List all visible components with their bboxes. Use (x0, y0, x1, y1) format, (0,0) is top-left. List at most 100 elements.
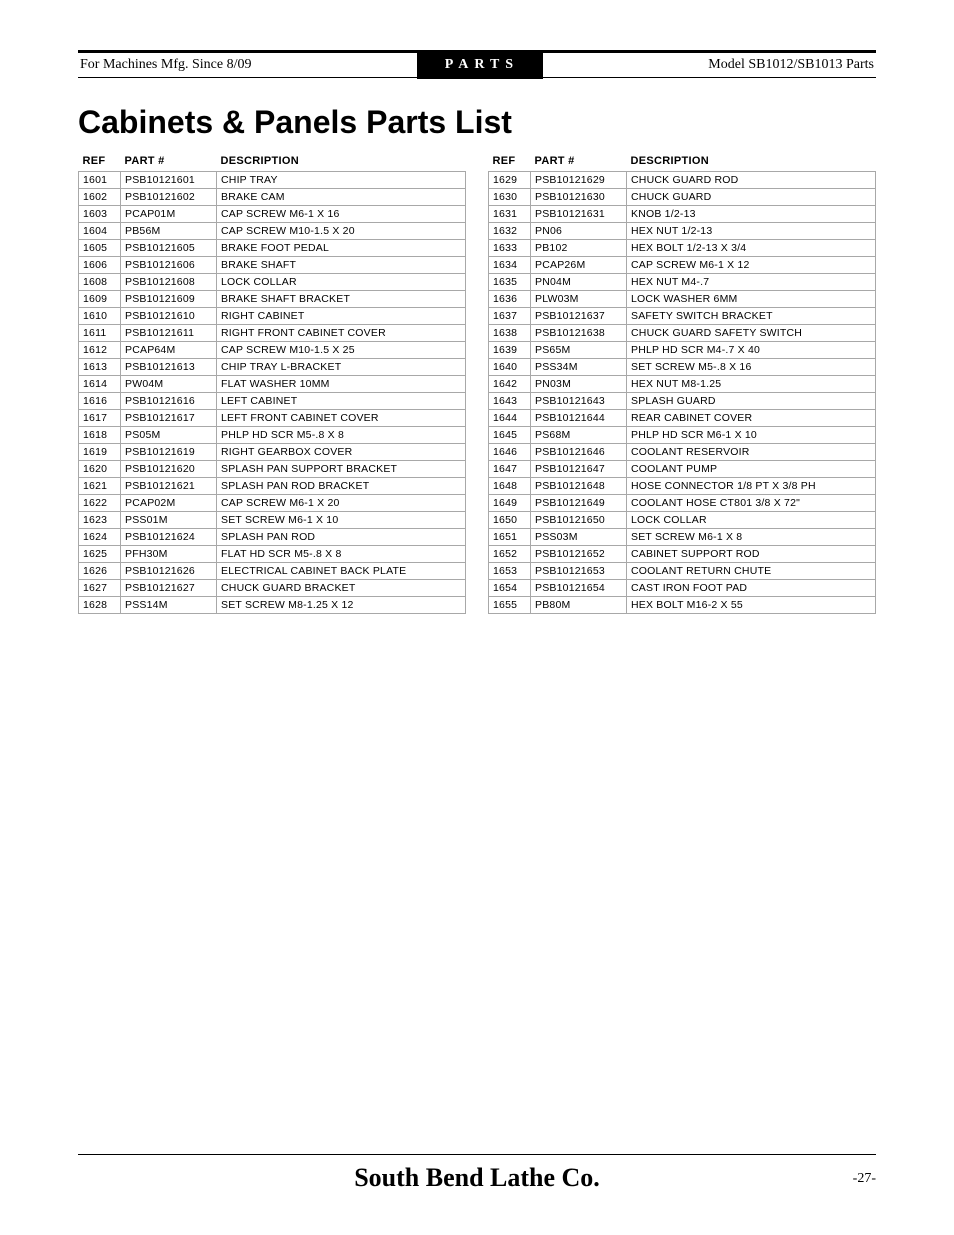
cell-ref: 1632 (489, 223, 531, 240)
col-desc: DESCRIPTION (627, 151, 876, 172)
cell-ref: 1620 (79, 461, 121, 478)
cell-desc: RIGHT GEARBOX COVER (217, 444, 466, 461)
cell-ref: 1635 (489, 274, 531, 291)
parts-table-right: REF PART # DESCRIPTION 1629PSB10121629CH… (488, 151, 876, 614)
col-ref: REF (79, 151, 121, 172)
page-number: -27- (853, 1171, 876, 1187)
cell-ref: 1610 (79, 308, 121, 325)
cell-ref: 1649 (489, 495, 531, 512)
cell-desc: HEX NUT 1/2-13 (627, 223, 876, 240)
cell-ref: 1643 (489, 393, 531, 410)
table-row: 1640PSS34MSET SCREW M5-.8 X 16 (489, 359, 876, 376)
table-row: 1610PSB10121610RIGHT CABINET (79, 308, 466, 325)
cell-desc: PHLP HD SCR M4-.7 X 40 (627, 342, 876, 359)
cell-ref: 1631 (489, 206, 531, 223)
cell-desc: HOSE CONNECTOR 1/8 PT X 3/8 PH (627, 478, 876, 495)
cell-ref: 1618 (79, 427, 121, 444)
cell-ref: 1640 (489, 359, 531, 376)
cell-ref: 1624 (79, 529, 121, 546)
table-row: 1632PN06HEX NUT 1/2-13 (489, 223, 876, 240)
cell-part: PSS01M (121, 512, 217, 529)
cell-desc: SPLASH GUARD (627, 393, 876, 410)
cell-ref: 1634 (489, 257, 531, 274)
cell-desc: RIGHT FRONT CABINET COVER (217, 325, 466, 342)
cell-ref: 1654 (489, 580, 531, 597)
cell-ref: 1633 (489, 240, 531, 257)
table-row: 1619PSB10121619RIGHT GEARBOX COVER (79, 444, 466, 461)
cell-desc: REAR CABINET COVER (627, 410, 876, 427)
table-row: 1636PLW03MLOCK WASHER 6MM (489, 291, 876, 308)
table-row: 1648PSB10121648HOSE CONNECTOR 1/8 PT X 3… (489, 478, 876, 495)
cell-ref: 1645 (489, 427, 531, 444)
table-row: 1653PSB10121653COOLANT RETURN CHUTE (489, 563, 876, 580)
cell-desc: BRAKE SHAFT BRACKET (217, 291, 466, 308)
table-row: 1638PSB10121638CHUCK GUARD SAFETY SWITCH (489, 325, 876, 342)
cell-desc: COOLANT RESERVOIR (627, 444, 876, 461)
cell-ref: 1602 (79, 189, 121, 206)
cell-ref: 1639 (489, 342, 531, 359)
cell-part: PSB10121650 (531, 512, 627, 529)
cell-ref: 1652 (489, 546, 531, 563)
cell-desc: CHUCK GUARD ROD (627, 172, 876, 189)
cell-ref: 1636 (489, 291, 531, 308)
cell-part: PCAP64M (121, 342, 217, 359)
cell-ref: 1629 (489, 172, 531, 189)
table-row: 1601PSB10121601CHIP TRAY (79, 172, 466, 189)
cell-part: PSB10121606 (121, 257, 217, 274)
cell-ref: 1626 (79, 563, 121, 580)
page-title: Cabinets & Panels Parts List (78, 104, 876, 141)
cell-ref: 1614 (79, 376, 121, 393)
table-row: 1643PSB10121643SPLASH GUARD (489, 393, 876, 410)
cell-desc: RIGHT CABINET (217, 308, 466, 325)
cell-part: PSB10121649 (531, 495, 627, 512)
cell-part: PSB10121608 (121, 274, 217, 291)
cell-part: PSB10121626 (121, 563, 217, 580)
cell-part: PSB10121644 (531, 410, 627, 427)
cell-desc: CAP SCREW M10-1.5 X 25 (217, 342, 466, 359)
cell-part: PSB10121643 (531, 393, 627, 410)
cell-part: PCAP01M (121, 206, 217, 223)
cell-part: PSB10121602 (121, 189, 217, 206)
table-row: 1629PSB10121629CHUCK GUARD ROD (489, 172, 876, 189)
cell-part: PSB10121647 (531, 461, 627, 478)
cell-ref: 1617 (79, 410, 121, 427)
cell-ref: 1630 (489, 189, 531, 206)
cell-ref: 1604 (79, 223, 121, 240)
table-row: 1645PS68MPHLP HD SCR M6-1 X 10 (489, 427, 876, 444)
table-row: 1652PSB10121652CABINET SUPPORT ROD (489, 546, 876, 563)
cell-desc: HEX BOLT 1/2-13 X 3/4 (627, 240, 876, 257)
brand-name: South Bend Lathe Co. (354, 1163, 600, 1193)
cell-ref: 1621 (79, 478, 121, 495)
brand-text: South Bend Lathe Co. (354, 1163, 600, 1192)
cell-ref: 1611 (79, 325, 121, 342)
cell-part: PS68M (531, 427, 627, 444)
cell-desc: BRAKE FOOT PEDAL (217, 240, 466, 257)
cell-desc: CAST IRON FOOT PAD (627, 580, 876, 597)
cell-desc: SET SCREW M6-1 X 10 (217, 512, 466, 529)
header-left: For Machines Mfg. Since 8/09 (78, 57, 251, 73)
table-row: 1614PW04MFLAT WASHER 10MM (79, 376, 466, 393)
table-row: 1655PB80MHEX BOLT M16-2 X 55 (489, 597, 876, 614)
cell-ref: 1638 (489, 325, 531, 342)
table-row: 1644PSB10121644REAR CABINET COVER (489, 410, 876, 427)
cell-part: PCAP26M (531, 257, 627, 274)
cell-desc: HEX NUT M8-1.25 (627, 376, 876, 393)
cell-ref: 1653 (489, 563, 531, 580)
cell-ref: 1612 (79, 342, 121, 359)
table-row: 1603PCAP01MCAP SCREW M6-1 X 16 (79, 206, 466, 223)
table-row: 1612PCAP64MCAP SCREW M10-1.5 X 25 (79, 342, 466, 359)
cell-desc: CABINET SUPPORT ROD (627, 546, 876, 563)
table-row: 1642PN03MHEX NUT M8-1.25 (489, 376, 876, 393)
table-row: 1634PCAP26MCAP SCREW M6-1 X 12 (489, 257, 876, 274)
header-center: PARTS (417, 51, 543, 79)
cell-ref: 1651 (489, 529, 531, 546)
table-row: 1624PSB10121624SPLASH PAN ROD (79, 529, 466, 546)
cell-desc: CHIP TRAY L-BRACKET (217, 359, 466, 376)
table-row: 1623PSS01MSET SCREW M6-1 X 10 (79, 512, 466, 529)
cell-desc: CAP SCREW M6-1 X 20 (217, 495, 466, 512)
cell-ref: 1605 (79, 240, 121, 257)
cell-ref: 1644 (489, 410, 531, 427)
col-part: PART # (121, 151, 217, 172)
header-right: Model SB1012/SB1013 Parts (708, 57, 876, 73)
table-row: 1626PSB10121626ELECTRICAL CABINET BACK P… (79, 563, 466, 580)
